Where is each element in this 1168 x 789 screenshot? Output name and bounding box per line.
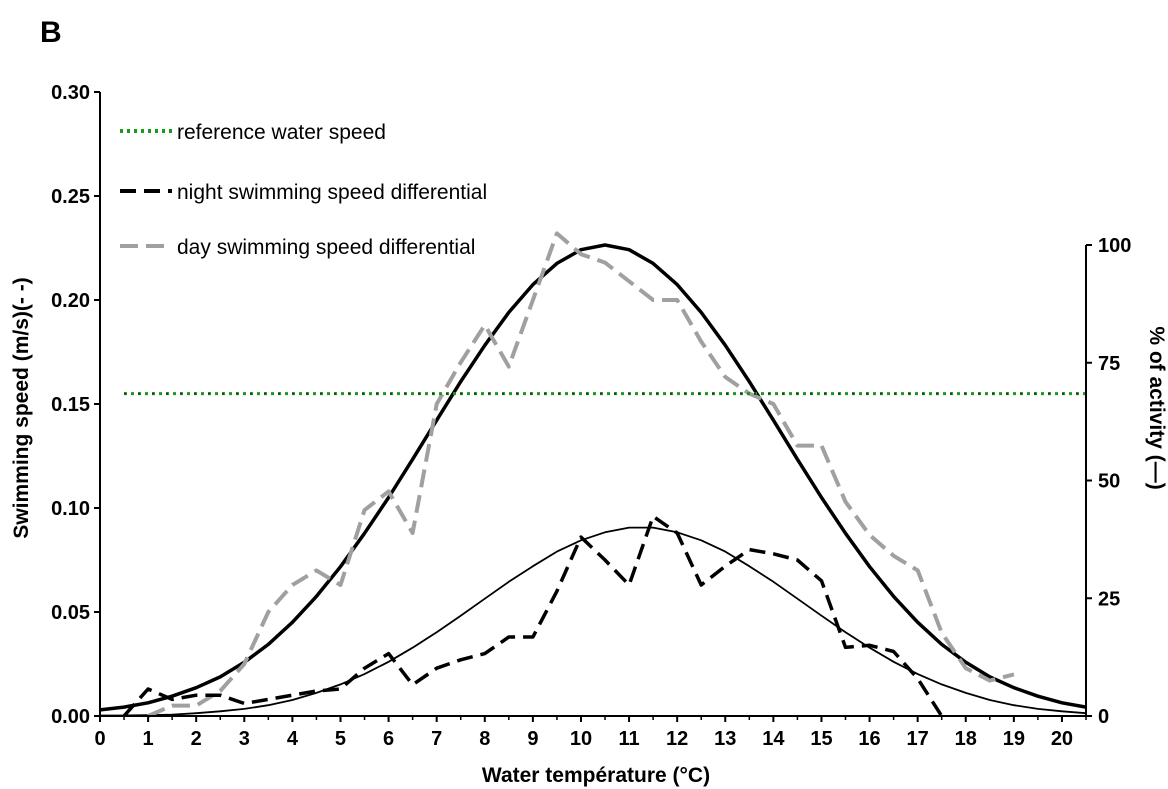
x-tick-label: 16 xyxy=(858,728,880,750)
series-day-activity-curve xyxy=(99,243,1087,712)
y-right-tick-label: 50 xyxy=(1098,471,1120,493)
y-right-tick-label: 0 xyxy=(1098,706,1109,728)
y-right-tick-label: 100 xyxy=(1098,235,1131,257)
x-tick-label: 15 xyxy=(810,728,832,750)
x-tick-label: 18 xyxy=(955,728,977,750)
panel-label: B xyxy=(40,16,62,49)
x-tick-label: 0 xyxy=(94,728,105,750)
x-tick-label: 13 xyxy=(714,728,736,750)
y-left-tick-label: 0.15 xyxy=(51,394,90,416)
legend-label-night: night swimming speed differential xyxy=(177,181,487,204)
x-tick-label: 17 xyxy=(907,728,929,750)
x-tick-label: 2 xyxy=(191,728,202,750)
x-tick-label: 12 xyxy=(666,728,688,750)
y-left-tick-label: 0.20 xyxy=(51,290,90,312)
y-axis-left-title: Swimming speed (m/s)(- -) xyxy=(10,277,33,538)
x-tick-label: 14 xyxy=(762,728,785,750)
x-tick-label: 1 xyxy=(143,728,154,750)
axes-layer: 0 1 2 3 4 5 6 7 8 9 10 11 12 13 14 15 16 17 18 19 200.000.05… xyxy=(51,82,1131,750)
series-layer xyxy=(99,231,1087,718)
legend: reference water speed night swimming spe… xyxy=(120,121,487,259)
legend-label-reference: reference water speed xyxy=(177,121,386,144)
x-tick-label: 10 xyxy=(570,728,592,750)
x-tick-label: 11 xyxy=(618,728,639,750)
x-tick-label: 3 xyxy=(239,728,250,750)
x-tick-label: 8 xyxy=(479,728,490,750)
series-night-activity-curve xyxy=(100,526,1087,717)
y-left-tick-label: 0.00 xyxy=(51,706,90,728)
x-tick-label: 20 xyxy=(1051,728,1073,750)
y-right-tick-label: 75 xyxy=(1098,353,1120,375)
x-tick-label: 7 xyxy=(431,728,442,750)
x-tick-label: 9 xyxy=(527,728,538,750)
legend-label-day: day swimming speed differential xyxy=(177,236,475,259)
y-left-tick-label: 0.30 xyxy=(51,82,90,104)
series-day-speed-differential xyxy=(147,231,1015,718)
series-night-speed-differential xyxy=(122,514,944,718)
x-axis-title: Water température (°C) xyxy=(482,764,710,787)
x-tick-label: 6 xyxy=(383,728,394,750)
x-tick-label: 19 xyxy=(1003,728,1025,750)
y-left-tick-label: 0.05 xyxy=(51,602,90,624)
y-left-tick-label: 0.25 xyxy=(51,186,90,208)
y-axis-right-title: % of activity (—) xyxy=(1145,326,1168,489)
x-tick-label: 5 xyxy=(335,728,346,750)
y-right-tick-label: 25 xyxy=(1098,588,1120,610)
x-tick-label: 4 xyxy=(287,728,299,750)
y-left-tick-label: 0.10 xyxy=(51,498,90,520)
